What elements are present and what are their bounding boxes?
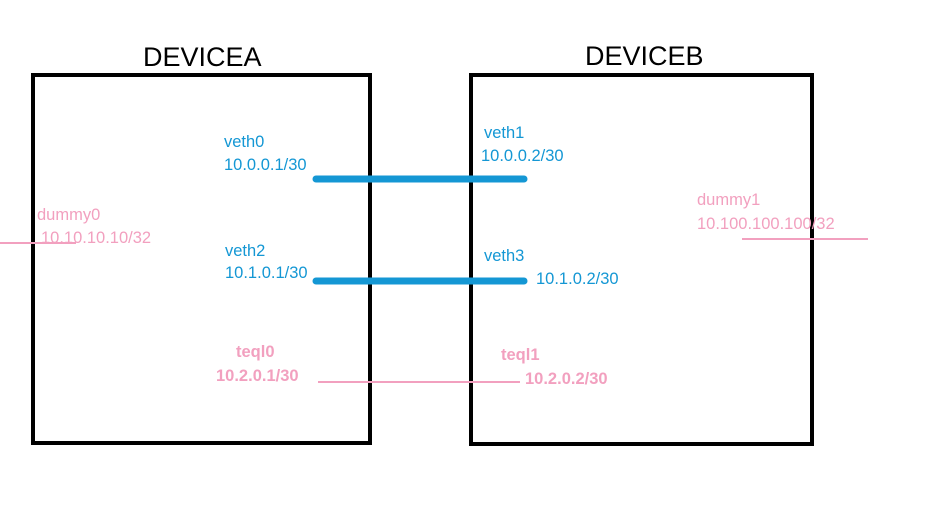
veth3-name: veth3 (484, 247, 525, 265)
dummy1-ip: 10.100.100.100/32 (697, 215, 835, 233)
dummy1-name: dummy1 (697, 191, 761, 209)
device-a-box (31, 73, 372, 445)
teql1-ip: 10.2.0.2/30 (525, 370, 608, 388)
veth0-name: veth0 (224, 133, 265, 151)
device-b-box (469, 73, 814, 446)
veth2-name: veth2 (225, 242, 266, 260)
veth1-ip: 10.0.0.2/30 (481, 147, 564, 165)
teql0-ip: 10.2.0.1/30 (216, 367, 299, 385)
veth2-ip: 10.1.0.1/30 (225, 264, 308, 282)
teql1-name: teql1 (501, 346, 540, 364)
veth3-ip: 10.1.0.2/30 (536, 270, 619, 288)
dummy0-name: dummy0 (37, 206, 101, 224)
veth0-ip: 10.0.0.1/30 (224, 156, 307, 174)
device-a-title: DEVICEA (143, 42, 262, 72)
device-b-title: DEVICEB (585, 41, 704, 71)
veth1-name: veth1 (484, 124, 525, 142)
dummy0-ip: 10.10.10.10/32 (41, 229, 152, 247)
teql0-name: teql0 (236, 343, 275, 361)
